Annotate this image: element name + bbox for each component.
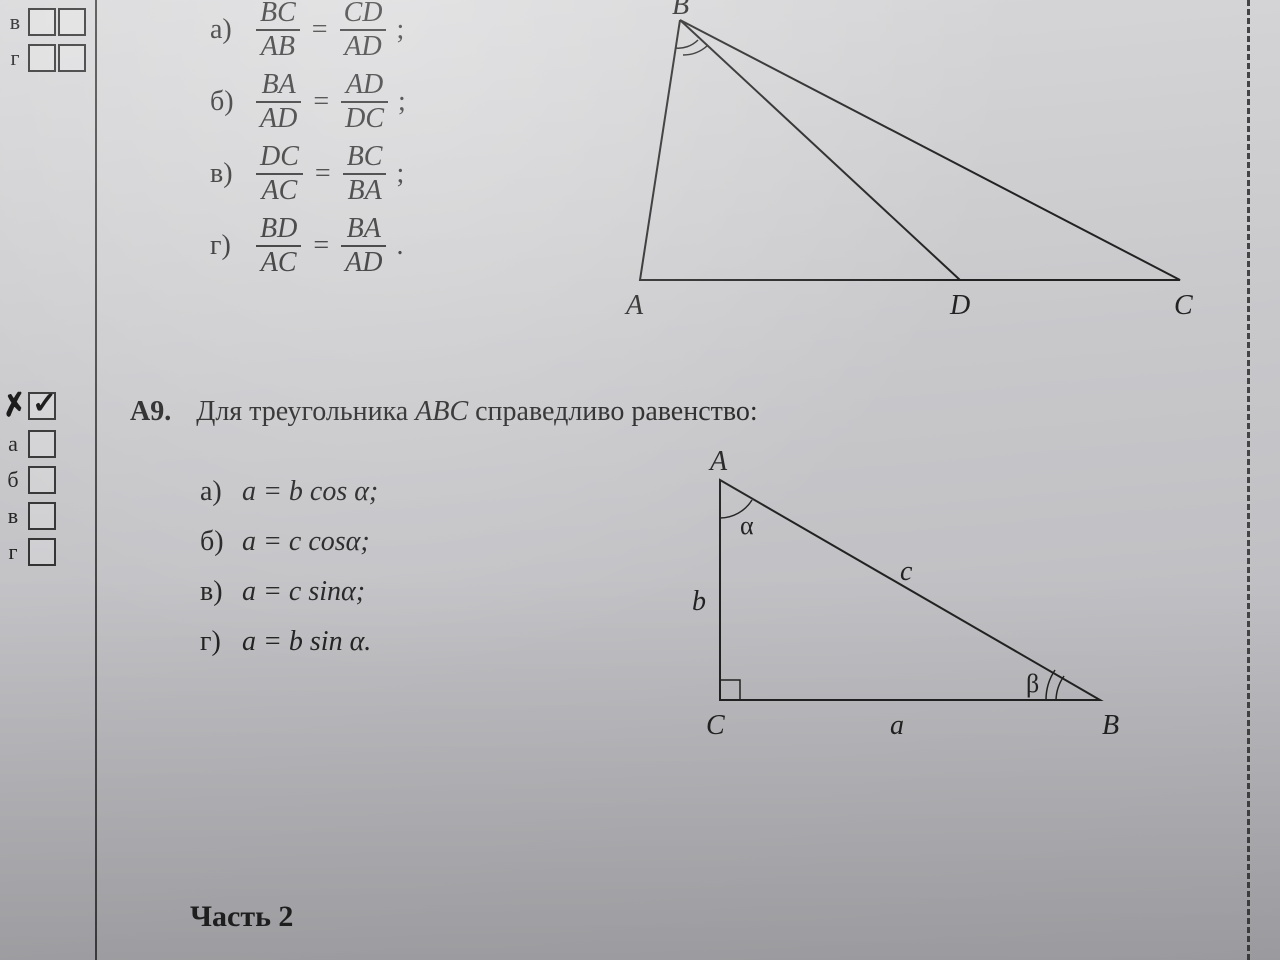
q9-number: А9. bbox=[130, 396, 171, 427]
q9-answer-label-a: а bbox=[2, 430, 24, 458]
q8-option-a-label: а) bbox=[210, 14, 250, 46]
q8-answer-label-g: г bbox=[4, 44, 26, 72]
fraction: BDAC bbox=[256, 213, 301, 279]
q9-angle-beta: β bbox=[1026, 669, 1039, 698]
q9-option-g: г)a = b sin α. bbox=[200, 626, 378, 658]
q9-answer-label-b: б bbox=[2, 466, 24, 494]
part-2-title: Часть 2 bbox=[190, 900, 293, 934]
q8-answer-box-g-2[interactable] bbox=[58, 44, 86, 72]
equals-sign: = bbox=[315, 158, 331, 190]
q9-vertex-b: B bbox=[1102, 710, 1119, 741]
q9-diagram: A C B b a c α β bbox=[640, 440, 1160, 760]
q8-answer-box-g[interactable] bbox=[28, 44, 56, 72]
q8-answer-box-v-2[interactable] bbox=[58, 8, 86, 36]
q9-option-v: в)a = c sinα; bbox=[200, 576, 378, 608]
q8-answer-box-v[interactable] bbox=[28, 8, 56, 36]
q9-x-mark: ✗ bbox=[0, 386, 30, 425]
q9-answer-box-a[interactable] bbox=[28, 430, 56, 458]
fraction: CDAD bbox=[340, 0, 387, 63]
q9-prompt-triangle: ABC bbox=[415, 396, 468, 427]
q8-vertex-a: A bbox=[624, 290, 644, 321]
q9-side-a: a bbox=[890, 710, 904, 741]
q9-angle-alpha: α bbox=[740, 511, 754, 540]
q8-option-v-label: в) bbox=[210, 158, 250, 190]
fraction: BCAB bbox=[256, 0, 300, 63]
q8-option-b-label: б) bbox=[210, 86, 250, 118]
q9-answer-box-v[interactable] bbox=[28, 502, 56, 530]
q9-side-b: b bbox=[692, 586, 706, 617]
fraction: DCAC bbox=[256, 141, 303, 207]
q8-answer-label-v: в bbox=[4, 8, 26, 36]
left-divider bbox=[95, 0, 97, 960]
q9-side-c: c bbox=[900, 556, 913, 587]
q9-vertex-c: C bbox=[706, 710, 725, 741]
q9-check-mark: ✓ bbox=[32, 386, 57, 421]
fraction: BAAD bbox=[256, 69, 301, 135]
q8-options: а) BCAB = CDAD ; б) BAAD = ADDC ; в) DCA… bbox=[210, 0, 406, 282]
equals-sign: = bbox=[312, 14, 328, 46]
q8-vertex-d: D bbox=[949, 290, 970, 321]
fraction: ADDC bbox=[341, 69, 388, 135]
q8-option-v: в) DCAC = BCBA ; bbox=[210, 138, 406, 210]
q9-vertex-a: A bbox=[708, 446, 728, 477]
q9-heading: А9. Для треугольника ABC справедливо рав… bbox=[130, 396, 758, 428]
q8-vertex-b: B bbox=[672, 0, 689, 21]
right-dashed-border bbox=[1247, 0, 1250, 960]
q9-prompt-post: справедливо равенство: bbox=[468, 396, 758, 427]
q8-option-b: б) BAAD = ADDC ; bbox=[210, 66, 406, 138]
q8-option-a: а) BCAB = CDAD ; bbox=[210, 0, 406, 66]
q8-vertex-c: C bbox=[1174, 290, 1193, 321]
q8-option-g: г) BDAC = BAAD . bbox=[210, 210, 406, 282]
q9-answer-box-g[interactable] bbox=[28, 538, 56, 566]
equals-sign: = bbox=[313, 86, 329, 118]
q9-options: а)a = b cos α; б)a = c cosα; в)a = c sin… bbox=[200, 458, 378, 676]
equals-sign: = bbox=[313, 230, 329, 262]
q9-option-a: а)a = b cos α; bbox=[200, 476, 378, 508]
q9-option-b: б)a = c cosα; bbox=[200, 526, 378, 558]
q9-prompt-pre: Для треугольника bbox=[196, 396, 415, 427]
q8-diagram: B A D C bbox=[580, 0, 1200, 330]
q9-answer-label-g: г bbox=[2, 538, 24, 566]
fraction: BCBA bbox=[343, 141, 387, 207]
q8-option-g-label: г) bbox=[210, 230, 250, 262]
fraction: BAAD bbox=[341, 213, 386, 279]
q9-answer-box-b[interactable] bbox=[28, 466, 56, 494]
q9-answer-label-v: в bbox=[2, 502, 24, 530]
